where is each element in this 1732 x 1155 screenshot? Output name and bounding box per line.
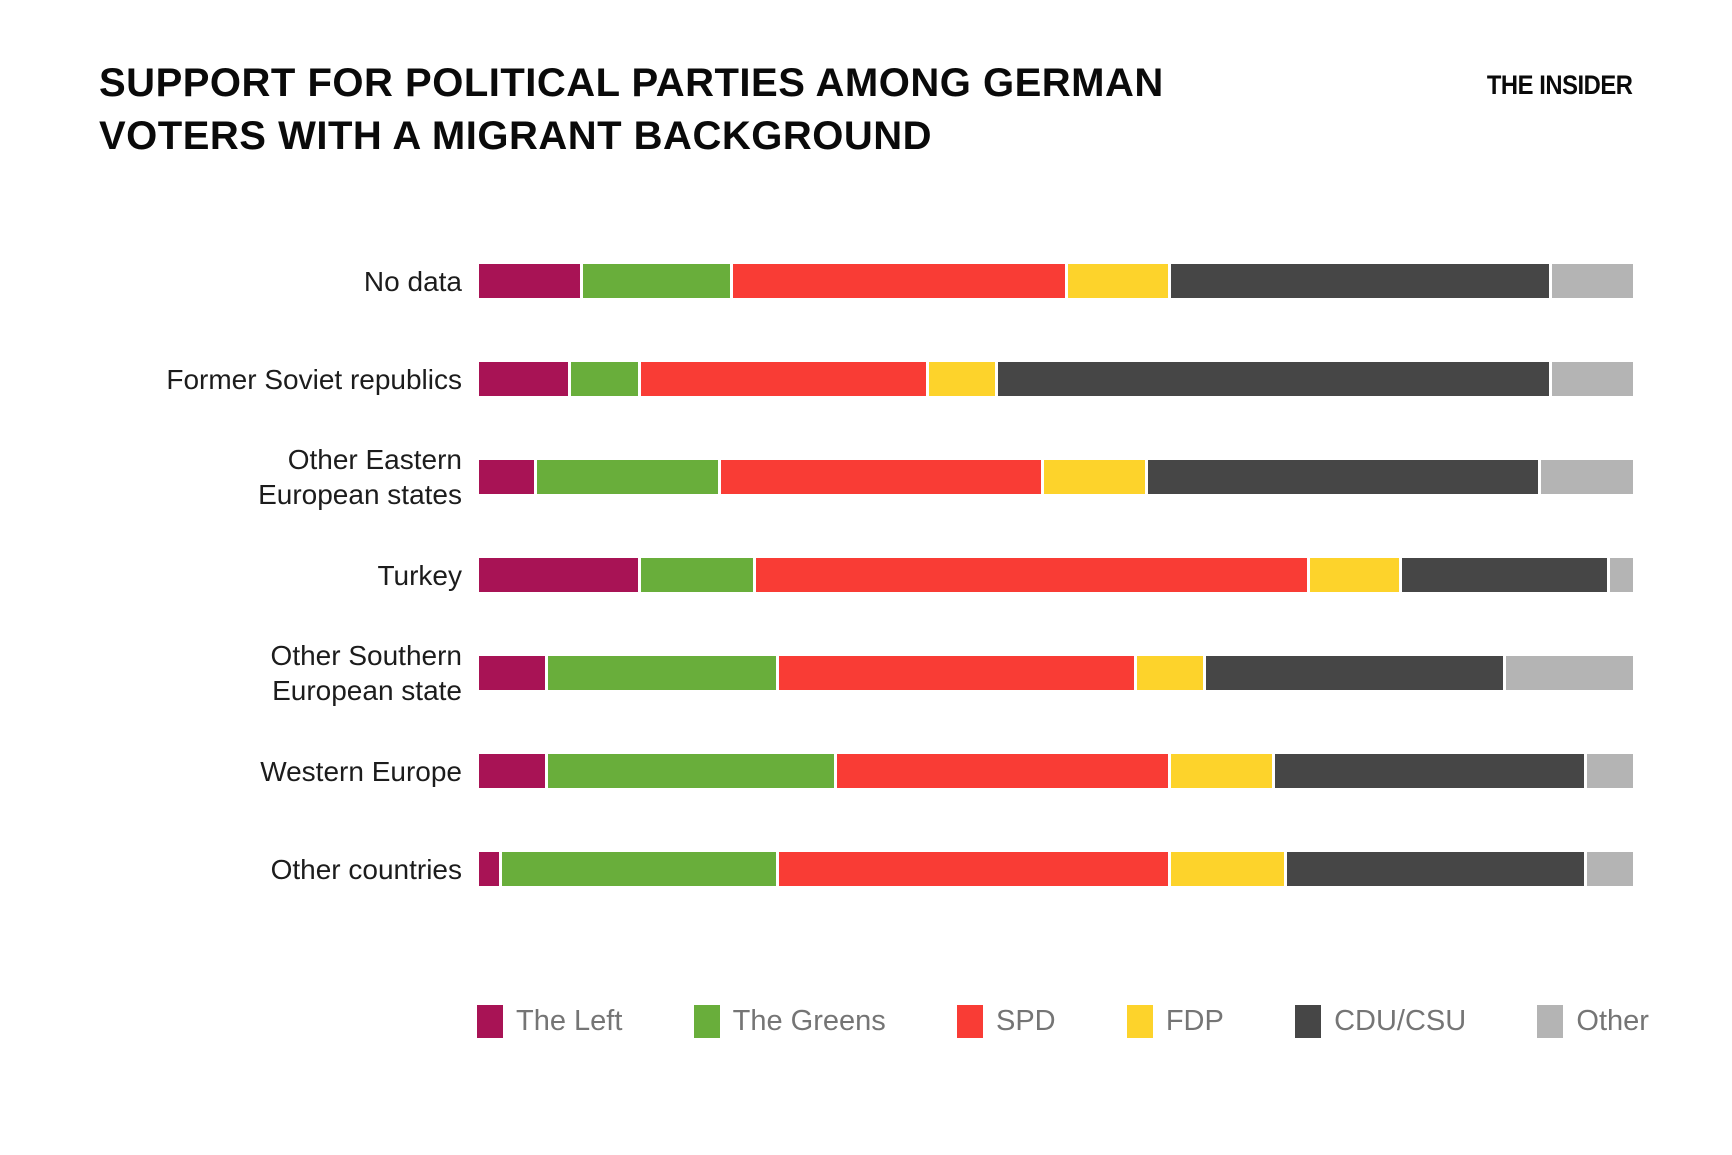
bar-segment-fdp — [1044, 460, 1149, 494]
bar-segment-other — [1586, 754, 1633, 788]
bar-segment-cdu-csu — [998, 362, 1553, 396]
stacked-bar — [479, 362, 1633, 396]
bar-segment-spd — [640, 362, 930, 396]
bar-segment-the-left — [479, 852, 503, 886]
legend-item-the-left: The Left — [477, 1005, 622, 1038]
bar-segment-the-greens — [536, 460, 722, 494]
legend-swatch-spd — [956, 1005, 983, 1038]
bar-segment-the-left — [479, 558, 641, 592]
legend-label-the-left: The Left — [516, 1005, 623, 1037]
bar-segment-other — [1506, 656, 1633, 690]
bar-segment-cdu-csu — [1275, 754, 1587, 788]
bar-segment-the-left — [479, 264, 583, 298]
stacked-bar-chart: No data Former Soviet republics Other East… — [0, 232, 1633, 918]
stacked-bar — [479, 558, 1633, 592]
legend-item-cdu-csu: CDU/CSU — [1295, 1005, 1466, 1038]
bar-segment-the-greens — [582, 264, 733, 298]
bar-segment-spd — [779, 852, 1172, 886]
legend-label-other: Other — [1576, 1005, 1649, 1037]
legend-swatch-other — [1537, 1005, 1564, 1038]
stacked-bar — [479, 460, 1633, 494]
chart-rows: No data Former Soviet republics Other East… — [0, 232, 1633, 918]
chart-row: Western Europe — [0, 722, 1633, 820]
bar-segment-the-left — [479, 754, 549, 788]
bar-segment-fdp — [1136, 656, 1206, 690]
chart-title-line-2: VOTERS WITH A MIGRANT BACKGROUND — [99, 114, 932, 158]
category-label-other-countries: Other countries — [270, 853, 462, 885]
stacked-bar — [479, 656, 1633, 690]
category-label-no-data: No data — [363, 265, 462, 297]
brand-logo: THE INSIDER — [1487, 70, 1633, 100]
bar-segment-the-left — [479, 362, 572, 396]
legend-label-the-greens: The Greens — [732, 1005, 886, 1037]
bar-segment-spd — [732, 264, 1068, 298]
category-label-turkey: Turkey — [377, 559, 462, 591]
stacked-bar — [479, 852, 1633, 886]
legend: The Left The Greens SPD FDP CDU/CSU Other — [477, 1005, 1649, 1038]
bar-segment-the-left — [479, 460, 537, 494]
legend-label-cdu-csu: CDU/CSU — [1334, 1005, 1467, 1037]
bar-segment-the-left — [479, 656, 549, 690]
bar-segment-fdp — [1067, 264, 1172, 298]
bar-segment-cdu-csu — [1206, 656, 1507, 690]
legend-swatch-the-left — [477, 1005, 503, 1038]
legend-swatch-the-greens — [693, 1005, 720, 1038]
bar-segment-other — [1586, 852, 1633, 886]
legend-label-fdp: FDP — [1165, 1005, 1224, 1037]
bar-segment-other — [1609, 558, 1633, 592]
bar-segment-cdu-csu — [1286, 852, 1587, 886]
bar-segment-fdp — [1171, 852, 1287, 886]
bar-segment-the-greens — [571, 362, 641, 396]
stacked-bar — [479, 264, 1633, 298]
legend-item-fdp: FDP — [1126, 1005, 1224, 1038]
category-label-other-southern: Other Southern European state — [270, 640, 462, 706]
category-label-former-soviet-republics: Former Soviet republics — [166, 363, 462, 395]
bar-segment-other — [1552, 264, 1633, 298]
bar-segment-other — [1540, 460, 1633, 494]
legend-item-the-greens: The Greens — [693, 1005, 886, 1038]
bar-segment-spd — [755, 558, 1310, 592]
legend-item-spd: SPD — [956, 1005, 1056, 1038]
stacked-bar — [479, 754, 1633, 788]
bar-segment-cdu-csu — [1148, 460, 1541, 494]
legend-swatch-fdp — [1126, 1005, 1153, 1038]
chart-title: SUPPORT FOR POLITICAL PARTIES AMONG GERM… — [99, 57, 1164, 163]
chart-row: No data — [0, 232, 1633, 330]
bar-segment-cdu-csu — [1402, 558, 1610, 592]
bar-segment-spd — [836, 754, 1172, 788]
bar-segment-fdp — [1309, 558, 1403, 592]
bar-segment-the-greens — [640, 558, 756, 592]
legend-label-spd: SPD — [995, 1005, 1056, 1037]
bar-segment-other — [1552, 362, 1633, 396]
legend-swatch-cdu-csu — [1295, 1005, 1322, 1038]
bar-segment-spd — [779, 656, 1137, 690]
bar-segment-cdu-csu — [1171, 264, 1553, 298]
chart-row: Other countries — [0, 820, 1633, 918]
bar-segment-the-greens — [548, 754, 837, 788]
chart-row: Turkey — [0, 526, 1633, 624]
category-label-other-eastern: Other Eastern European states — [258, 444, 462, 510]
bar-segment-fdp — [929, 362, 999, 396]
bar-segment-the-greens — [548, 656, 780, 690]
chart-row: Other Eastern European states — [0, 428, 1633, 526]
bar-segment-fdp — [1171, 754, 1276, 788]
bar-segment-the-greens — [502, 852, 780, 886]
bar-segment-spd — [721, 460, 1045, 494]
category-label-western-europe: Western Europe — [260, 755, 462, 787]
chart-title-line-1: SUPPORT FOR POLITICAL PARTIES AMONG GERM… — [99, 61, 1164, 105]
chart-row: Former Soviet republics — [0, 330, 1633, 428]
legend-item-other: Other — [1537, 1005, 1649, 1038]
chart-row: Other Southern European state — [0, 624, 1633, 722]
